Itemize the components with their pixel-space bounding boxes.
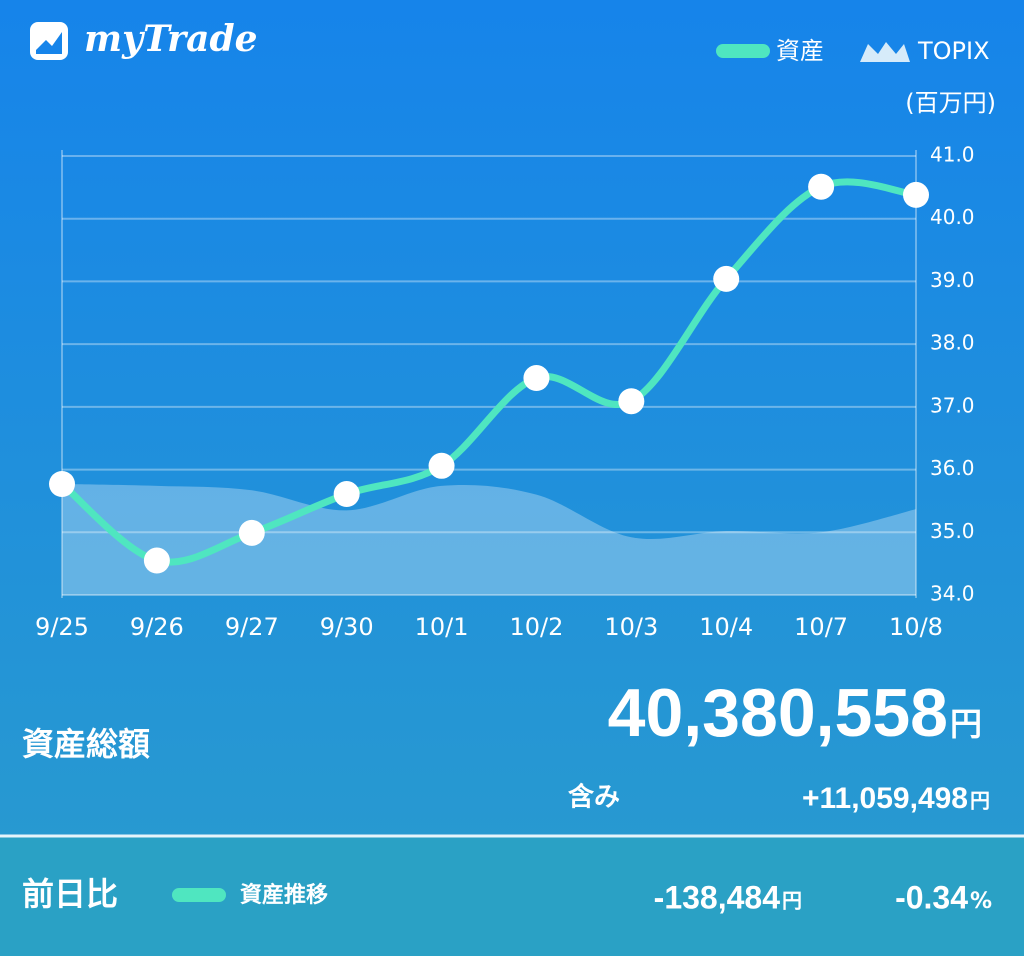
legend-label: 資産 xyxy=(776,37,824,65)
y-tick-label: 35.0 xyxy=(930,519,975,543)
data-point xyxy=(333,481,360,508)
x-tick-label: 9/25 xyxy=(35,613,89,641)
legend-swatch xyxy=(716,44,770,58)
daily-legend: 資産推移 xyxy=(240,882,328,908)
total-unit: 円 xyxy=(950,705,982,743)
legend-swatch xyxy=(860,42,910,62)
unrealized-label: 含み xyxy=(568,782,620,813)
x-tick-label: 10/8 xyxy=(889,613,943,641)
data-point xyxy=(713,265,740,292)
daily-percent-unit: % xyxy=(970,889,992,914)
data-point xyxy=(523,365,550,392)
logo xyxy=(30,22,68,60)
y-tick-label: 36.0 xyxy=(930,456,975,480)
legend-label: TOPIX xyxy=(917,37,990,65)
footer-band xyxy=(0,836,1024,956)
y-tick-label: 40.0 xyxy=(930,205,975,229)
y-tick-label: 41.0 xyxy=(930,143,975,167)
data-point xyxy=(618,388,645,415)
x-tick-label: 10/2 xyxy=(509,613,563,641)
daily-amount: -138,484 xyxy=(654,879,781,915)
daily-amount-unit: 円 xyxy=(782,889,802,913)
asset-line xyxy=(58,178,920,566)
x-tick-label: 10/4 xyxy=(699,613,753,641)
topix-area xyxy=(62,483,916,595)
x-tick-label: 10/1 xyxy=(415,613,469,641)
app-name: myTrade xyxy=(84,18,258,60)
x-tick-label: 9/26 xyxy=(130,613,184,641)
total-value: 40,380,558 xyxy=(608,675,948,751)
x-tick-label: 10/7 xyxy=(794,613,848,641)
plot: 34.0 35.0 36.0 37.0 38.0 39.0 40.0 41.0 9/25 9/26… xyxy=(35,143,974,642)
data-point xyxy=(428,452,455,479)
y-tick-label: 37.0 xyxy=(930,393,975,417)
data-point xyxy=(238,519,265,546)
legend-swatch xyxy=(172,888,226,902)
unrealized-unit: 円 xyxy=(970,789,990,813)
data-point xyxy=(143,547,170,574)
daily-label: 前日比 xyxy=(22,875,118,913)
unrealized-value: +11,059,498 xyxy=(802,782,968,815)
data-point xyxy=(808,173,835,200)
y-tick-label: 34.0 xyxy=(930,582,975,606)
total-label: 資産総額 xyxy=(22,725,150,763)
unit-label: (百万円) xyxy=(905,89,996,117)
x-tick-label: 9/27 xyxy=(225,613,279,641)
y-tick-label: 38.0 xyxy=(930,331,975,355)
data-point xyxy=(49,470,75,497)
y-tick-label: 39.0 xyxy=(930,268,975,292)
x-tick-label: 10/3 xyxy=(604,613,658,641)
data-point xyxy=(903,181,929,208)
logo-mark xyxy=(36,32,62,54)
daily-percent: -0.34 xyxy=(895,879,968,915)
x-tick-label: 9/30 xyxy=(320,613,374,641)
